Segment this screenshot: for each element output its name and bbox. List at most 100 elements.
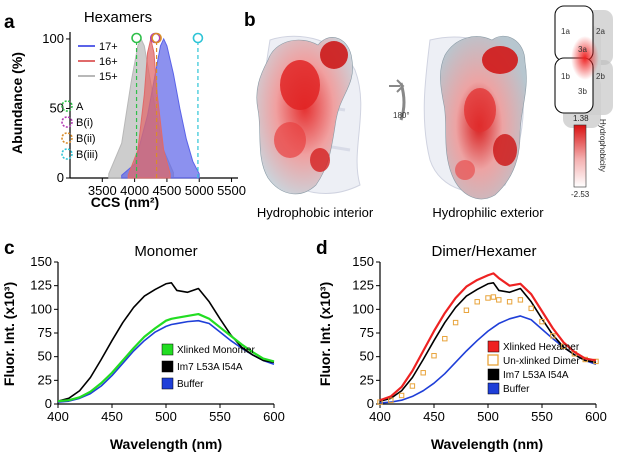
- data-point-Un-xlinked Dimer: [496, 297, 502, 303]
- c-x-tick-label: 450: [101, 409, 123, 424]
- colorbar-title: Hydrophobicity: [598, 119, 607, 172]
- protein-surface-right: [440, 35, 527, 200]
- schematic-label-2b: 2b: [596, 72, 605, 81]
- d-y-tick-label: 125: [352, 278, 374, 293]
- legend-label-Buffer: Buffer: [177, 379, 204, 390]
- panel-a-title: Hexamers: [84, 9, 152, 26]
- data-point-Un-xlinked Dimer: [420, 370, 426, 376]
- legend-swatch-Im7 L53A I54A: [487, 368, 500, 381]
- legend-swatch-Xlinked Hexamer: [487, 340, 500, 353]
- series-line-Xlinked Hexamer: [379, 272, 597, 402]
- marker-circle-A: [131, 32, 142, 44]
- c-y-tick-label: 25: [38, 372, 52, 387]
- data-point-Un-xlinked Dimer: [528, 305, 534, 312]
- d-x-tick-label: 550: [531, 409, 553, 424]
- colorbar-max: 1.38: [573, 114, 589, 123]
- series-line-Buffer: [57, 319, 275, 403]
- c-y-tick-label: 125: [30, 278, 52, 293]
- legend-marker-label-B(iii): B(iii): [76, 149, 98, 161]
- legend-label-Buffer: Buffer: [503, 384, 530, 395]
- data-point-Un-xlinked Dimer: [431, 353, 437, 359]
- d-x-tick-label: 500: [477, 409, 499, 424]
- data-point-Un-xlinked Dimer: [442, 335, 448, 342]
- panel-a-ylabel: Abundance (%): [9, 52, 25, 154]
- panel-d-plot: 400 450 500 550 600 0 25 50 75 100 125 150 Xlinked H…: [352, 254, 607, 424]
- c-y-tick-label: 150: [30, 254, 52, 269]
- c-y-tick-label: 50: [38, 349, 52, 364]
- data-point-Un-xlinked Dimer: [517, 297, 524, 303]
- panel-c-title: Monomer: [134, 243, 197, 260]
- d-y-tick-label: 0: [367, 396, 374, 411]
- schematic-label-1b: 1b: [561, 72, 570, 81]
- data-point-Un-xlinked Dimer: [463, 307, 470, 313]
- legend-marker-label-B(i): B(i): [76, 117, 93, 129]
- panel-b: b 180°: [244, 5, 613, 220]
- schematic-label-2a: 2a: [596, 27, 605, 36]
- panel-a: a Hexamers Abundance (%) CCS (nm²) 3500 4…: [4, 9, 246, 210]
- panel-c: c Monomer Fluor. Int. (x10³) Wavelength …: [1, 238, 285, 452]
- legend-label-15+: 15+: [99, 71, 118, 83]
- legend-swatch-Buffer: [161, 377, 174, 390]
- legend-label-16+: 16+: [99, 56, 118, 68]
- data-point-Un-xlinked Dimer: [474, 299, 480, 305]
- protein-surface-left: [256, 37, 353, 195]
- legend-swatch-Xlinked Monomer: [161, 343, 174, 356]
- rotation-arrow: 180°: [389, 79, 410, 121]
- c-x-tick-label: 550: [209, 409, 231, 424]
- d-x-tick-label: 400: [369, 409, 391, 424]
- rotation-label: 180°: [393, 111, 410, 120]
- d-y-tick-label: 100: [352, 301, 374, 316]
- panel-d-ylabel: Fluor. Int. (x10³): [317, 282, 333, 386]
- legend-marker-label-B(ii): B(ii): [76, 133, 96, 145]
- d-x-tick-label: 600: [585, 409, 607, 424]
- data-point-Un-xlinked Dimer: [560, 343, 567, 349]
- data-point-Un-xlinked Dimer: [398, 392, 405, 399]
- legend-swatch-Un-xlinked Dimer: [487, 354, 499, 366]
- data-point-Un-xlinked Dimer: [550, 333, 556, 339]
- panel-a-label: a: [4, 12, 15, 33]
- panel-c-xlabel: Wavelength (nm): [110, 436, 222, 452]
- data-point-Un-xlinked Dimer: [388, 397, 394, 403]
- d-y-tick-label: 75: [360, 325, 374, 340]
- marker-circle-B(ii): [151, 32, 162, 44]
- colorbar-min: -2.53: [571, 190, 590, 199]
- caption-hydrophilic-exterior: Hydrophilic exterior: [432, 205, 544, 220]
- panel-c-ylabel: Fluor. Int. (x10³): [1, 282, 17, 386]
- caption-hydrophobic-interior: Hydrophobic interior: [257, 205, 374, 220]
- panel-d-title: Dimer/Hexamer: [431, 243, 536, 260]
- legend-label-Un-xlinked Dimer: Un-xlinked Dimer: [503, 356, 580, 367]
- legend-marker-B(iii): [61, 148, 73, 160]
- panel-a-xlabel: CCS (nm²): [91, 194, 159, 210]
- d-x-tick-label: 450: [423, 409, 445, 424]
- legend-label-17+: 17+: [99, 41, 118, 53]
- panel-d-label: d: [316, 238, 328, 259]
- a-x-tick-label: 5000: [185, 183, 214, 198]
- data-point-Un-xlinked Dimer: [485, 295, 491, 301]
- c-y-tick-label: 0: [45, 396, 52, 411]
- legend-marker-B(ii): [61, 132, 73, 144]
- c-y-tick-label: 75: [38, 325, 52, 340]
- panel-d: d Dimer/Hexamer Fluor. Int. (x10³) Wavel…: [316, 238, 607, 452]
- series-line-Im7 L53A I54A: [379, 282, 597, 402]
- marker-circle-B(iii): [192, 32, 204, 44]
- data-point-Un-xlinked Dimer: [506, 299, 513, 305]
- d-y-tick-label: 25: [360, 372, 374, 387]
- c-y-tick-label: 100: [30, 301, 52, 316]
- legend-label-Xlinked Monomer: Xlinked Monomer: [177, 345, 255, 356]
- legend-label-Xlinked Hexamer: Xlinked Hexamer: [503, 342, 580, 353]
- a-x-tick-label: 4500: [152, 183, 181, 198]
- schematic-label-3b: 3b: [578, 87, 587, 96]
- a-y-tick-label: 100: [42, 31, 64, 46]
- legend-marker-B(i): [61, 116, 73, 128]
- panel-b-label: b: [244, 10, 256, 31]
- c-x-tick-label: 400: [47, 409, 69, 424]
- legend-swatch-Buffer: [487, 382, 500, 395]
- data-point-Un-xlinked Dimer: [593, 358, 599, 365]
- schematic-label-3a: 3a: [578, 45, 587, 54]
- panel-c-label: c: [4, 238, 15, 259]
- data-point-Un-xlinked Dimer: [452, 319, 459, 326]
- a-x-tick-label: 3500: [88, 183, 117, 198]
- hydrophobicity-colorbar: 1.38 -2.53 Hydrophobicity: [571, 114, 607, 199]
- a-x-tick-label: 4000: [120, 183, 149, 198]
